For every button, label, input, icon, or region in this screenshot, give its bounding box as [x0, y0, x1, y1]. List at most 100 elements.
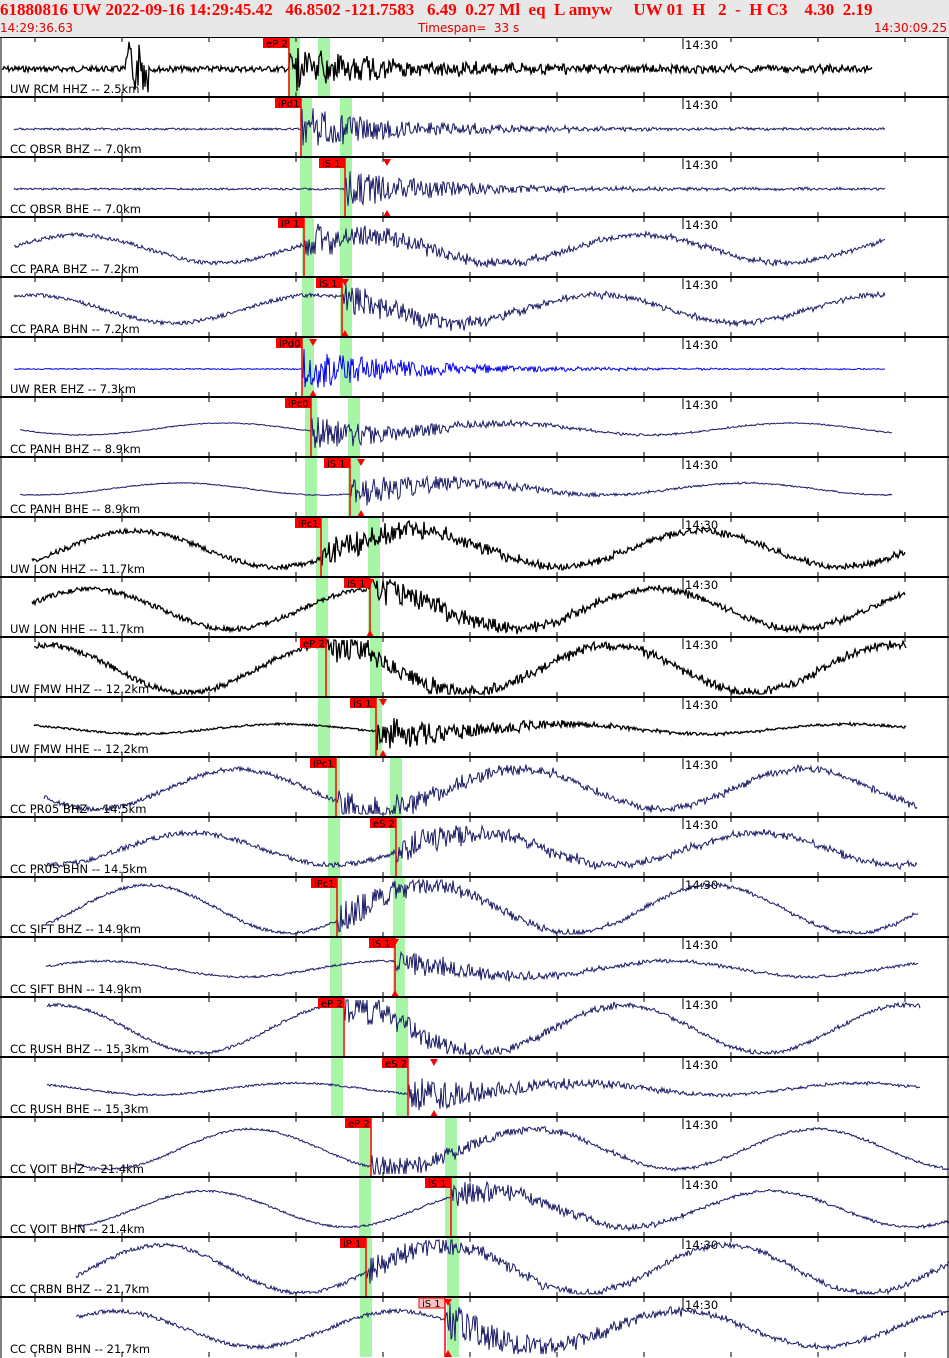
s-window — [390, 757, 402, 817]
minute-tick-label: 14:30 — [685, 98, 718, 112]
seismogram — [45, 878, 919, 936]
trace-row[interactable]: 14:30 UW RER EHZ -- 7.3km iPd0 — [0, 336, 949, 397]
phase-pick-flag[interactable] — [285, 398, 311, 408]
theoretical-arrival-marker-bottom — [379, 750, 387, 757]
seismogram — [13, 348, 886, 388]
phase-pick-label: eP 2 — [303, 639, 325, 650]
s-window — [318, 37, 330, 97]
phase-pick-label: iPc1 — [314, 879, 335, 890]
trace-row[interactable]: 14:30 CC PARA BHN -- 7.2km iS 1 — [0, 276, 949, 337]
seismogram — [13, 223, 886, 268]
phase-pick-flag[interactable] — [340, 1238, 366, 1248]
minute-tick-label: 14:30 — [685, 158, 718, 172]
phase-pick-flag[interactable] — [370, 818, 396, 828]
theoretical-arrival-marker-bottom — [341, 330, 349, 337]
trace-row[interactable]: 14:30 CC PARA BHZ -- 7.2km iP 1 — [0, 216, 949, 277]
p-window — [331, 997, 343, 1057]
phase-pick-flag[interactable] — [345, 1118, 371, 1128]
station-label: CC SIFT BHZ -- 14.9km — [10, 922, 141, 936]
phase-pick-flag[interactable] — [263, 38, 289, 48]
s-window — [340, 337, 352, 397]
minute-tick-label: 14:30 — [685, 698, 718, 712]
p-window — [305, 457, 317, 517]
phase-pick-label: eP 2 — [321, 999, 343, 1010]
trace-row[interactable]: 14:30 UW FMW HHE -- 12.2km iS 1 — [0, 696, 949, 757]
start-time: 14:29:36.63 — [0, 21, 73, 35]
trace-row[interactable]: 14:30 CC PR05 BHZ -- 14.5km iPc1 — [0, 756, 949, 817]
phase-pick-flag[interactable] — [300, 638, 326, 648]
station-label: CC PARA BHZ -- 7.2km — [10, 262, 139, 276]
s-window — [447, 1237, 459, 1297]
seismogram — [33, 639, 907, 697]
timespan-label: Timespan= 33 s — [418, 21, 520, 35]
seismogram — [46, 999, 921, 1056]
phase-pick-flag[interactable] — [324, 458, 350, 468]
trace-row[interactable]: 14:30 CC OBSR BHE -- 7.0km iS 1 — [0, 156, 949, 217]
phase-pick-flag[interactable] — [311, 878, 337, 888]
phase-pick-label: iS 1 — [319, 279, 338, 290]
minute-tick-label: 14:30 — [685, 578, 718, 592]
trace-row[interactable]: 14:30 UW LON HHE -- 11.7km iS 1 — [0, 576, 949, 637]
phase-pick-flag[interactable] — [316, 278, 342, 288]
trace-row[interactable]: 14:30 CC CRBN BHN -- 21.7km iS 1 — [0, 1296, 949, 1357]
trace-row[interactable]: 14:30 CC RUSH BHZ -- 15.3km eP 2 — [0, 996, 949, 1057]
seismogram — [45, 950, 919, 982]
phase-pick-flag[interactable] — [278, 218, 304, 228]
station-label: CC PARA BHN -- 7.2km — [10, 322, 140, 336]
trace-row[interactable]: 14:30 CC PANH BHZ -- 8.9km iPc0 — [0, 396, 949, 457]
theoretical-arrival-marker-bottom — [444, 1350, 452, 1357]
event-header: 61880816 UW 2022-09-16 14:29:45.42 46.85… — [0, 0, 949, 37]
trace-row[interactable]: 14:30 CC VOIT BHZ -- 21.4km eP 2 — [0, 1116, 949, 1177]
phase-pick-flag[interactable] — [276, 338, 302, 348]
station-label: UW RCM HHZ -- 2.5km — [10, 82, 139, 96]
trace-row[interactable]: 14:30 UW FMW HHZ -- 12.2km eP 2 — [0, 636, 949, 697]
trace-row[interactable]: 14:30 CC RUSH BHE -- 15.3km eS 2 — [0, 1056, 949, 1117]
phase-pick-flag[interactable] — [318, 998, 344, 1008]
seismogram — [20, 474, 893, 506]
phase-pick-label: iS 1 — [353, 699, 372, 710]
trace-row[interactable]: 14:30 CC VOIT BHN -- 21.4km iS 1 — [0, 1176, 949, 1237]
minute-tick-label: 14:30 — [685, 998, 718, 1012]
phase-pick-label: iS 1 — [327, 459, 346, 470]
trace-row[interactable]: 14:30 CC PR05 BHN -- 14.5km eS 2 — [0, 816, 949, 877]
minute-tick-label: 14:30 — [685, 278, 718, 292]
minute-tick-label: 14:30 — [685, 218, 718, 232]
phase-pick-flag[interactable] — [295, 518, 321, 528]
minute-tick-label: 14:30 — [685, 1178, 718, 1192]
s-window — [396, 1057, 408, 1117]
phase-pick-flag[interactable] — [319, 158, 345, 168]
station-label: CC CRBN BHZ -- 21.7km — [10, 1282, 149, 1296]
theoretical-arrival-marker-top — [383, 159, 391, 166]
phase-pick-flag[interactable] — [425, 1178, 451, 1188]
s-window — [445, 1117, 457, 1177]
s-window — [368, 517, 380, 577]
theoretical-arrival-marker-bottom — [430, 1110, 438, 1117]
trace-row[interactable]: 14:30 UW RCM HHZ -- 2.5km eP 2 — [0, 37, 949, 97]
s-window — [340, 217, 352, 277]
seismogram — [74, 1126, 949, 1175]
trace-row[interactable]: 14:30 CC SIFT BHN -- 14.9km iS 1 — [0, 936, 949, 997]
phase-pick-flag[interactable] — [369, 938, 395, 948]
waveform-panel[interactable]: 14:30 UW RCM HHZ -- 2.5km eP 2 14:30 CC OBSR… — [0, 37, 949, 1358]
phase-pick-label: iS 1 — [428, 1179, 447, 1190]
event-summary-title: 61880816 UW 2022-09-16 14:29:45.42 46.85… — [0, 0, 873, 19]
phase-pick-flag[interactable] — [382, 1058, 408, 1068]
p-window — [328, 817, 340, 877]
p-window — [318, 637, 330, 697]
phase-pick-label: iPd1 — [278, 99, 300, 110]
seismogram — [75, 1303, 949, 1355]
phase-pick-flag[interactable] — [310, 758, 336, 768]
theoretical-arrival-marker-top — [357, 459, 365, 466]
phase-pick-label: iS 1 — [372, 939, 391, 950]
phase-pick-flag[interactable] — [275, 98, 301, 108]
phase-pick-flag[interactable] — [344, 578, 370, 588]
trace-row[interactable]: 14:30 CC OBSR BHZ -- 7.0km iPd1 — [0, 96, 949, 157]
seismogram — [13, 284, 886, 332]
station-label: UW LON HHZ -- 11.7km — [10, 562, 145, 576]
minute-tick-label: 14:30 — [685, 38, 718, 52]
phase-pick-flag[interactable] — [350, 698, 376, 708]
trace-row[interactable]: 14:30 CC PANH BHE -- 8.9km iS 1 — [0, 456, 949, 517]
